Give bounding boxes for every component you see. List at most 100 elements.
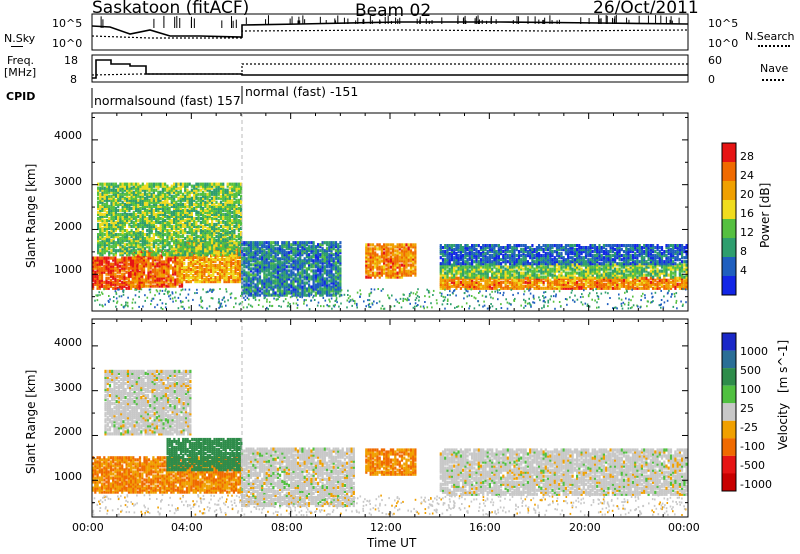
data-cell bbox=[139, 243, 142, 247]
data-cell bbox=[155, 247, 158, 251]
data-cell bbox=[195, 188, 198, 192]
data-cell bbox=[535, 286, 538, 290]
data-cell bbox=[119, 184, 122, 188]
data-cell bbox=[112, 214, 115, 218]
data-cell bbox=[457, 276, 460, 280]
data-cell bbox=[325, 261, 329, 265]
data-cell bbox=[109, 264, 113, 268]
data-cell bbox=[177, 186, 180, 190]
data-cell bbox=[400, 267, 404, 271]
data-cell bbox=[225, 255, 228, 259]
data-cell bbox=[215, 214, 218, 218]
data-cell bbox=[323, 283, 326, 287]
data-cell bbox=[392, 275, 395, 279]
data-cell bbox=[123, 282, 126, 286]
data-cell bbox=[126, 237, 129, 241]
data-cell bbox=[130, 256, 133, 260]
data-cell bbox=[560, 282, 563, 286]
data-cell bbox=[108, 239, 111, 243]
data-cell bbox=[116, 266, 119, 270]
data-cell bbox=[94, 264, 97, 268]
data-cell bbox=[179, 247, 182, 251]
data-cell bbox=[142, 258, 146, 262]
data-cell bbox=[150, 188, 153, 192]
data-cell bbox=[97, 200, 100, 204]
data-cell bbox=[493, 286, 496, 290]
data-cell bbox=[305, 251, 308, 255]
data-cell bbox=[214, 276, 217, 280]
data-cell bbox=[328, 289, 331, 293]
data-cell bbox=[201, 280, 204, 284]
data-cell bbox=[305, 275, 308, 279]
data-cell bbox=[119, 247, 122, 251]
data-cell bbox=[479, 278, 483, 282]
data-cell bbox=[140, 280, 143, 284]
data-cell bbox=[243, 269, 246, 273]
data-cell bbox=[105, 237, 109, 241]
data-cell bbox=[317, 265, 320, 269]
data-cell bbox=[180, 269, 184, 274]
data-cell bbox=[103, 247, 106, 251]
data-cell bbox=[491, 282, 494, 286]
data-cell bbox=[199, 202, 202, 206]
data-cell bbox=[116, 268, 119, 272]
data-cell bbox=[139, 245, 142, 249]
data-cell bbox=[396, 259, 399, 263]
data-cell bbox=[231, 226, 234, 231]
data-cell bbox=[328, 241, 331, 245]
data-cell bbox=[202, 208, 205, 212]
data-cell bbox=[392, 251, 395, 255]
data-cell bbox=[376, 259, 379, 263]
data-cell bbox=[310, 259, 313, 263]
data-cell bbox=[387, 249, 390, 253]
data-cell bbox=[211, 198, 214, 202]
data-cell bbox=[167, 262, 170, 266]
data-cell bbox=[339, 279, 342, 283]
power-cells bbox=[92, 182, 688, 311]
data-cell bbox=[290, 249, 293, 253]
data-cell bbox=[99, 241, 102, 245]
data-cell bbox=[177, 239, 180, 243]
data-cell bbox=[177, 208, 180, 212]
data-cell bbox=[168, 253, 171, 257]
data-cell bbox=[184, 206, 187, 210]
data-cell bbox=[132, 200, 135, 204]
data-cell bbox=[168, 206, 171, 210]
data-cell bbox=[231, 210, 234, 214]
data-cell bbox=[204, 245, 207, 249]
data-cell bbox=[249, 279, 253, 283]
data-cell bbox=[170, 212, 173, 216]
data-cell bbox=[163, 274, 166, 278]
data-cell bbox=[143, 198, 147, 202]
data-cell bbox=[580, 284, 583, 288]
data-cell bbox=[319, 245, 322, 249]
data-cell bbox=[240, 214, 243, 218]
data-cell bbox=[227, 280, 230, 284]
data-cell bbox=[584, 280, 588, 284]
data-cell bbox=[127, 282, 130, 286]
data-cell bbox=[170, 245, 173, 249]
data-cell bbox=[149, 270, 152, 274]
data-cell bbox=[136, 284, 139, 288]
data-cell bbox=[143, 214, 147, 218]
data-cell bbox=[292, 267, 295, 271]
data-cell bbox=[157, 210, 160, 214]
data-cell bbox=[217, 247, 220, 251]
data-cell bbox=[392, 271, 395, 275]
data-cell bbox=[466, 284, 469, 288]
data-cell bbox=[143, 192, 147, 196]
data-cell bbox=[134, 274, 137, 278]
data-cell bbox=[172, 268, 175, 272]
data-cell bbox=[173, 224, 176, 229]
data-cell bbox=[217, 243, 220, 247]
data-cell bbox=[141, 194, 144, 198]
data-cell bbox=[158, 272, 161, 276]
data-cell bbox=[233, 245, 236, 249]
data-cell bbox=[321, 291, 324, 295]
data-cell bbox=[108, 204, 111, 208]
data-cell bbox=[137, 245, 140, 249]
data-cell bbox=[403, 265, 406, 269]
data-cell bbox=[137, 251, 140, 255]
data-cell bbox=[321, 253, 324, 257]
data-cell bbox=[132, 237, 135, 241]
